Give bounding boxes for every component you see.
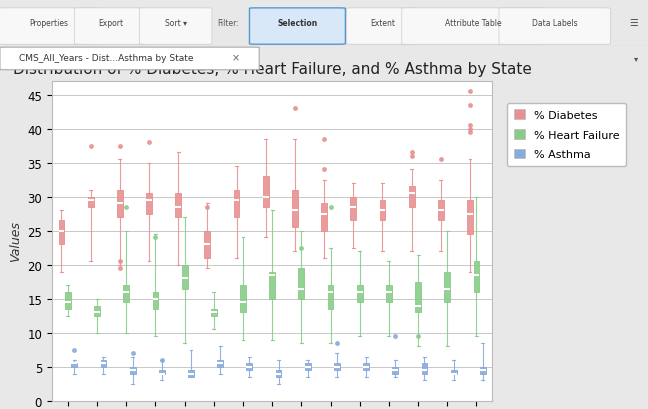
Title: Distribution of % Diabetes, % Heart Failure, and % Asthma by State: Distribution of % Diabetes, % Heart Fail… (13, 61, 531, 76)
PathPatch shape (380, 200, 386, 221)
PathPatch shape (181, 265, 187, 289)
PathPatch shape (246, 364, 252, 370)
PathPatch shape (445, 272, 450, 302)
Legend: % Diabetes, % Heart Failure, % Asthma: % Diabetes, % Heart Failure, % Asthma (507, 103, 626, 166)
PathPatch shape (292, 191, 298, 228)
PathPatch shape (146, 194, 152, 214)
PathPatch shape (71, 364, 77, 367)
Text: Extent: Extent (371, 19, 395, 28)
Y-axis label: Values: Values (8, 221, 21, 262)
PathPatch shape (480, 367, 486, 374)
Text: Filter:: Filter: (217, 19, 239, 28)
PathPatch shape (240, 285, 246, 312)
PathPatch shape (152, 292, 158, 309)
PathPatch shape (467, 200, 473, 234)
PathPatch shape (217, 360, 223, 367)
PathPatch shape (393, 367, 399, 374)
PathPatch shape (328, 285, 334, 309)
Text: ▾: ▾ (634, 54, 638, 63)
Text: ☰: ☰ (629, 18, 638, 28)
FancyBboxPatch shape (402, 9, 544, 45)
PathPatch shape (364, 364, 369, 370)
FancyBboxPatch shape (0, 9, 100, 45)
PathPatch shape (159, 370, 165, 374)
PathPatch shape (451, 370, 457, 374)
PathPatch shape (65, 292, 71, 309)
Text: Export: Export (98, 19, 123, 28)
PathPatch shape (321, 204, 327, 231)
PathPatch shape (438, 200, 444, 221)
PathPatch shape (100, 360, 106, 367)
PathPatch shape (175, 194, 181, 218)
Text: Attribute Table: Attribute Table (445, 19, 502, 28)
PathPatch shape (299, 268, 305, 299)
FancyBboxPatch shape (249, 9, 345, 45)
Text: Properties: Properties (29, 19, 68, 28)
PathPatch shape (211, 309, 216, 316)
PathPatch shape (357, 285, 363, 302)
PathPatch shape (415, 282, 421, 312)
PathPatch shape (87, 197, 93, 207)
FancyBboxPatch shape (499, 9, 610, 45)
PathPatch shape (130, 367, 135, 374)
PathPatch shape (422, 364, 428, 374)
PathPatch shape (94, 306, 100, 316)
PathPatch shape (334, 364, 340, 370)
FancyBboxPatch shape (0, 48, 259, 71)
PathPatch shape (474, 262, 480, 292)
PathPatch shape (205, 231, 211, 258)
PathPatch shape (269, 272, 275, 299)
Text: Data Labels: Data Labels (532, 19, 577, 28)
FancyBboxPatch shape (347, 9, 419, 45)
FancyBboxPatch shape (75, 9, 147, 45)
Text: CMS_All_Years - Dist...Asthma by State: CMS_All_Years - Dist...Asthma by State (19, 54, 194, 63)
PathPatch shape (386, 285, 392, 302)
Text: ×: × (231, 54, 240, 63)
PathPatch shape (234, 191, 240, 218)
Text: Sort ▾: Sort ▾ (165, 19, 187, 28)
PathPatch shape (275, 370, 281, 377)
PathPatch shape (351, 197, 356, 221)
PathPatch shape (188, 370, 194, 377)
PathPatch shape (117, 191, 122, 218)
PathPatch shape (58, 221, 64, 245)
Text: Selection: Selection (277, 19, 318, 28)
PathPatch shape (305, 364, 310, 370)
PathPatch shape (123, 285, 129, 302)
PathPatch shape (409, 187, 415, 207)
PathPatch shape (263, 177, 269, 207)
FancyBboxPatch shape (139, 9, 212, 45)
